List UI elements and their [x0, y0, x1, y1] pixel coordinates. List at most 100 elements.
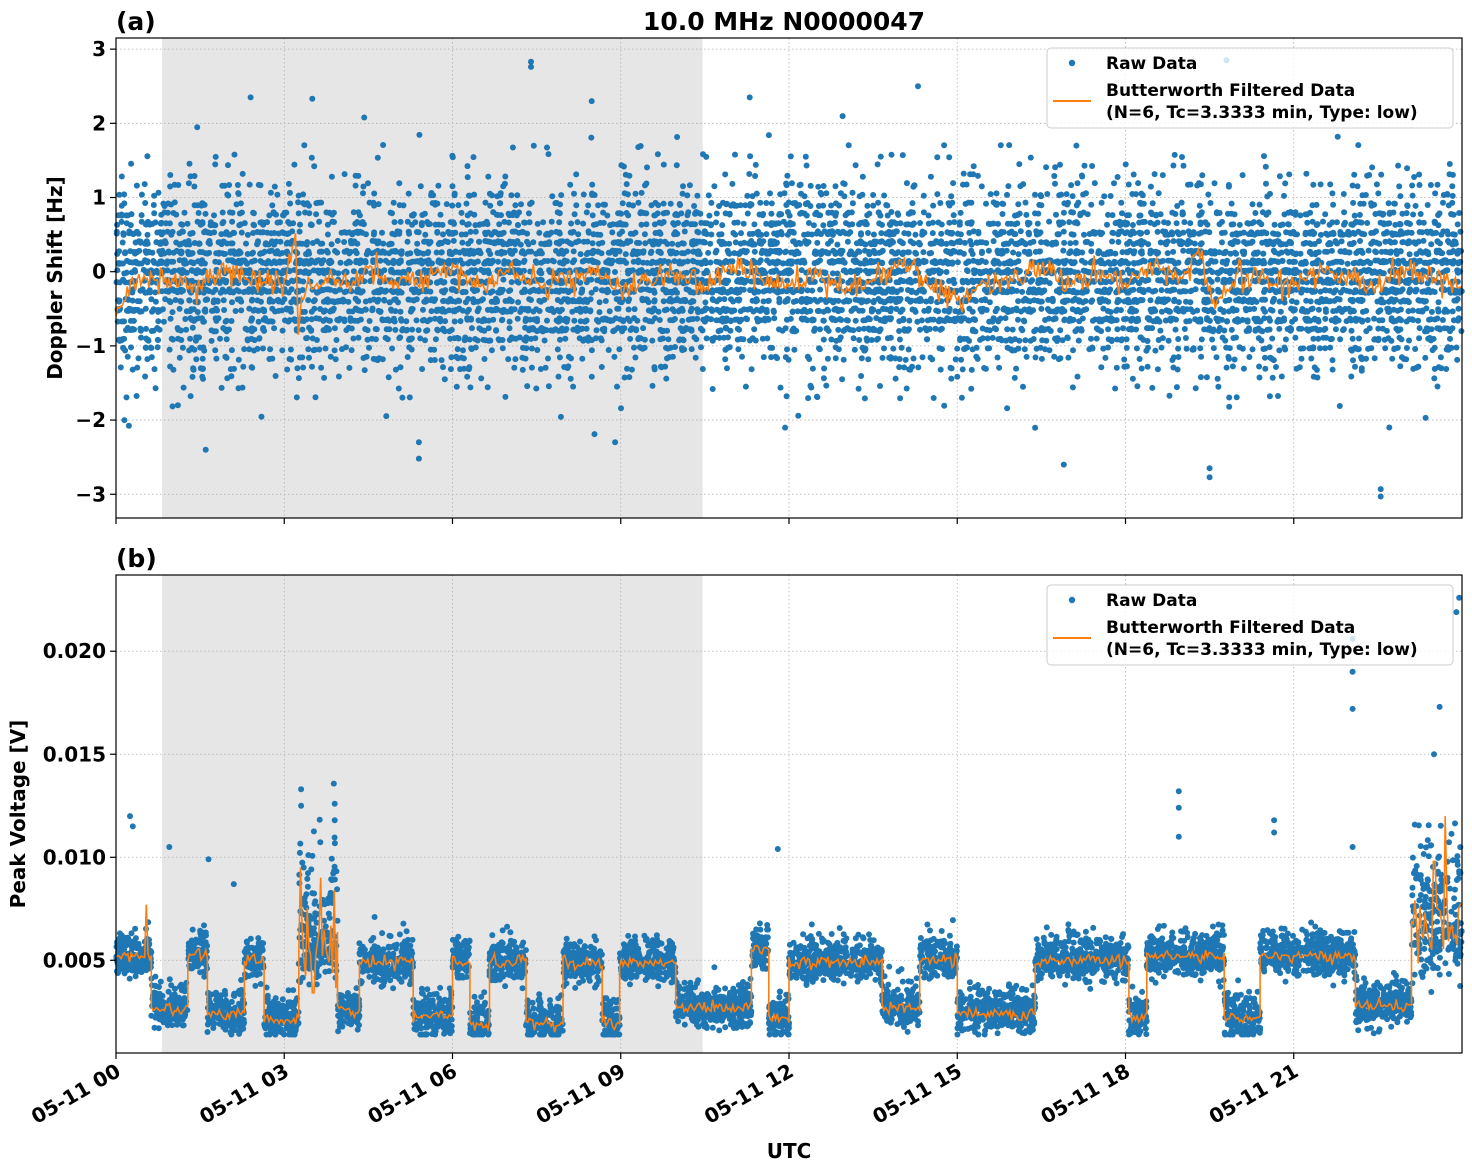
raw-point — [1211, 309, 1217, 315]
raw-point — [961, 251, 967, 257]
raw-point — [1017, 211, 1023, 217]
raw-point — [178, 299, 184, 305]
raw-point — [126, 423, 132, 429]
raw-point — [1272, 249, 1278, 255]
raw-point — [931, 317, 937, 323]
raw-point — [955, 259, 961, 265]
raw-point — [1416, 335, 1422, 341]
raw-point — [297, 222, 303, 228]
raw-point — [448, 354, 454, 360]
raw-point — [584, 326, 590, 332]
raw-point — [806, 239, 812, 245]
raw-point — [1375, 326, 1381, 332]
raw-point — [558, 299, 564, 305]
raw-point — [913, 232, 919, 238]
raw-point — [329, 174, 335, 180]
raw-point — [1134, 383, 1140, 389]
raw-point — [803, 154, 809, 160]
raw-point — [414, 241, 420, 247]
raw-point — [1019, 289, 1025, 295]
raw-point — [858, 232, 864, 238]
raw-point — [309, 222, 315, 228]
raw-point — [189, 345, 195, 351]
raw-point — [1214, 354, 1220, 360]
raw-point — [1031, 328, 1037, 334]
raw-point — [1004, 326, 1010, 332]
raw-point — [1064, 334, 1070, 340]
raw-point — [460, 261, 466, 267]
raw-point — [931, 395, 937, 401]
raw-point — [635, 144, 641, 150]
raw-point — [1328, 336, 1334, 342]
raw-point — [760, 336, 766, 342]
raw-point — [1339, 259, 1345, 265]
raw-point — [920, 229, 926, 235]
raw-point — [901, 364, 907, 370]
raw-point — [306, 355, 312, 361]
raw-point — [509, 279, 515, 285]
raw-point — [287, 201, 293, 207]
raw-point — [288, 347, 294, 353]
raw-point — [815, 184, 821, 190]
raw-point — [476, 239, 482, 245]
raw-point — [1379, 317, 1385, 323]
raw-point — [842, 181, 848, 187]
raw-point — [603, 298, 609, 304]
raw-point — [1341, 209, 1347, 215]
raw-point — [1348, 374, 1354, 380]
raw-point — [992, 325, 998, 331]
raw-point — [269, 202, 275, 208]
raw-point — [717, 309, 723, 315]
raw-point — [309, 155, 315, 161]
raw-point — [1126, 182, 1132, 188]
raw-point — [735, 277, 741, 283]
raw-point — [859, 355, 865, 361]
raw-point — [1404, 345, 1410, 351]
raw-point — [155, 318, 161, 324]
raw-point — [170, 337, 176, 343]
raw-point — [1397, 363, 1403, 369]
raw-point — [149, 309, 155, 315]
raw-point — [763, 231, 769, 237]
raw-point — [841, 193, 847, 199]
raw-point — [245, 232, 251, 238]
raw-point — [1283, 336, 1289, 342]
raw-point — [471, 154, 477, 160]
raw-point — [701, 270, 707, 276]
raw-point — [1111, 180, 1117, 186]
raw-point — [904, 180, 910, 186]
raw-point — [375, 155, 381, 161]
raw-point — [1311, 374, 1317, 380]
raw-point — [757, 200, 763, 206]
raw-point — [635, 200, 641, 206]
raw-point — [549, 193, 555, 199]
raw-point — [349, 347, 355, 353]
raw-point — [674, 162, 680, 168]
raw-point — [990, 335, 996, 341]
raw-point — [1456, 210, 1462, 216]
raw-point — [1005, 183, 1011, 189]
raw-point — [918, 298, 924, 304]
raw-point — [1310, 182, 1316, 188]
raw-point — [505, 356, 511, 362]
raw-point — [1262, 366, 1268, 372]
raw-point — [1198, 221, 1204, 227]
raw-point — [1169, 357, 1175, 363]
raw-point — [556, 219, 562, 225]
raw-point — [776, 326, 782, 332]
raw-point — [428, 357, 434, 363]
raw-point — [743, 259, 749, 265]
raw-point — [1176, 354, 1182, 360]
raw-point — [533, 386, 539, 392]
raw-point — [1109, 239, 1115, 245]
raw-point — [1114, 365, 1120, 371]
raw-point — [241, 346, 247, 352]
raw-point — [1118, 200, 1124, 206]
raw-point — [879, 222, 885, 228]
raw-point — [512, 356, 518, 362]
raw-point — [228, 366, 234, 372]
raw-point — [1100, 346, 1106, 352]
raw-point — [941, 142, 947, 148]
raw-point — [894, 279, 900, 285]
raw-point — [1450, 231, 1456, 237]
